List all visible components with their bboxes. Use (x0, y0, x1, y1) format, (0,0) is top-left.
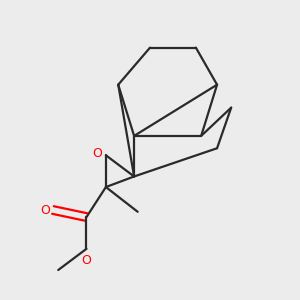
Text: O: O (40, 203, 50, 217)
Text: O: O (82, 254, 92, 267)
Text: O: O (92, 147, 102, 160)
